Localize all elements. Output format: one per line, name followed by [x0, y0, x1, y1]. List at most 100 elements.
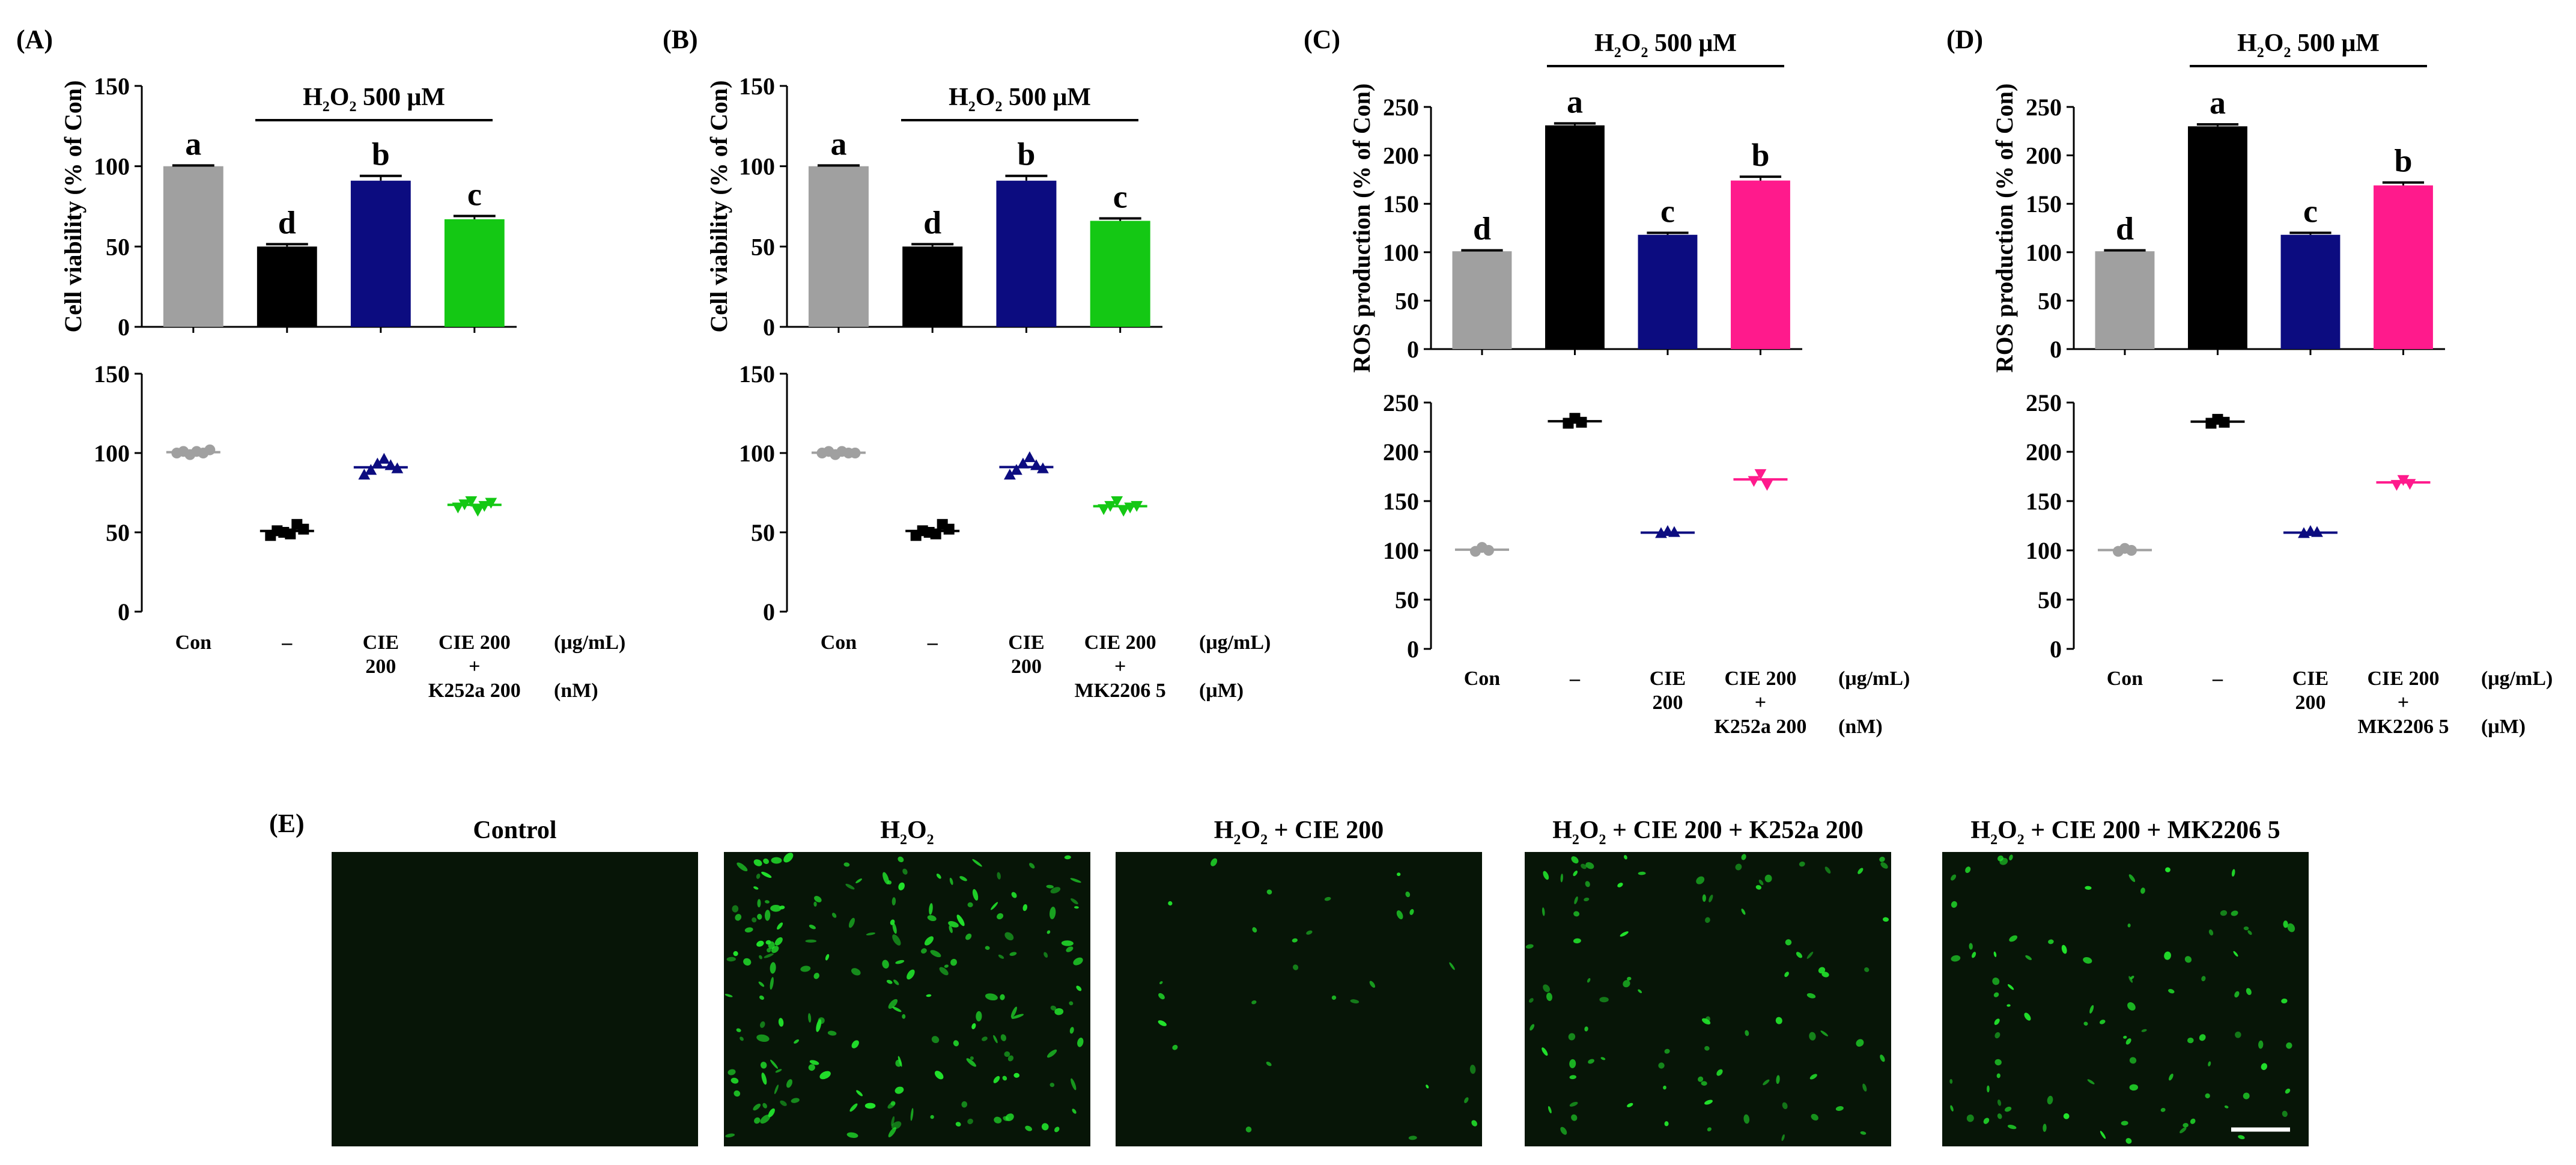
fluorescent-cell	[1994, 1018, 2000, 1025]
fluorescent-cell	[764, 953, 774, 958]
fluorescent-cell	[1741, 854, 1746, 860]
fluorescent-cell	[1806, 951, 1814, 959]
fluorescent-cell	[893, 979, 899, 985]
fluorescent-cell	[2238, 1135, 2245, 1140]
significance-letter: b	[1751, 137, 1769, 173]
bar	[444, 219, 505, 327]
bar	[2188, 126, 2247, 350]
fluorescent-cell	[939, 967, 949, 976]
fluorescent-cell	[1997, 1099, 2002, 1106]
fluorescent-cell	[2258, 1040, 2264, 1049]
formula-part: H	[2237, 29, 2257, 57]
fluorescent-cell	[2224, 1105, 2229, 1109]
formula-part: H	[1214, 817, 1234, 844]
fluorescent-cell	[1426, 1084, 1429, 1089]
fluorescent-cell	[1763, 1079, 1770, 1086]
fluorescent-cell	[1000, 994, 1005, 1000]
fluorescent-cell	[882, 960, 889, 969]
fluorescent-cell	[1543, 984, 1550, 993]
fluorescent-cell	[985, 993, 998, 1001]
significance-letter: b	[372, 136, 390, 172]
bar	[2280, 234, 2341, 349]
fluorescent-cell	[1252, 927, 1257, 933]
fluorescent-cell	[1743, 1114, 1750, 1124]
significance-letter: d	[2116, 211, 2134, 247]
scatter-y-tick-label: 0	[1407, 636, 1419, 663]
category-label: +	[469, 656, 480, 678]
fluorescent-cell	[763, 858, 769, 865]
y-tick-label: 50	[106, 233, 130, 260]
fluorescent-cell	[936, 873, 941, 879]
formula-part: 2	[323, 99, 330, 115]
fluorescent-cell	[888, 1127, 896, 1137]
fluorescent-cell	[770, 977, 774, 990]
fluorescent-cell	[759, 995, 764, 1000]
fluorescent-cell	[1950, 1105, 1954, 1112]
fluorescent-cell	[1799, 861, 1805, 867]
fluorescent-cell	[1331, 995, 1337, 1000]
fluorescent-cell	[1543, 871, 1549, 880]
category-label: 200	[1011, 656, 1042, 678]
fluorescent-cell	[813, 901, 817, 907]
fluorescent-cell	[2128, 874, 2136, 882]
fluorescent-cell	[2129, 1084, 2138, 1091]
scatter-point	[378, 452, 390, 464]
y-tick-label: 150	[1383, 190, 1419, 217]
category-label: CIE	[1008, 631, 1044, 654]
fluorescent-cell	[1716, 1069, 1723, 1076]
fluorescent-cell	[1764, 874, 1772, 883]
fluorescent-cell	[855, 878, 862, 884]
scatter-y-tick-label: 0	[118, 598, 130, 625]
fluorescent-cell	[851, 1040, 859, 1048]
fluorescent-cell	[757, 913, 762, 920]
scatter-point	[472, 505, 484, 517]
significance-letter: c	[1660, 193, 1675, 230]
fluorescent-cell	[1994, 1032, 2000, 1039]
fluorescent-cell	[774, 937, 783, 946]
fluorescent-cell	[1735, 863, 1742, 871]
formula-part: + CIE 200 + K252a 200	[1606, 817, 1864, 844]
y-tick-label: 0	[763, 314, 775, 341]
fluorescent-cell	[2087, 1079, 2095, 1084]
micrograph-title: H2O2	[880, 817, 934, 848]
formula-part: + CIE 200	[1268, 817, 1384, 844]
formula-part: O	[1579, 817, 1599, 844]
scatter-point	[365, 464, 377, 475]
fluorescent-cell	[1627, 1103, 1633, 1107]
fluorescent-cell	[972, 889, 979, 901]
fluorescent-cell	[1369, 981, 1376, 988]
fluorescent-cell	[891, 1116, 895, 1127]
scatter-point	[485, 497, 497, 509]
fluorescent-cell	[1951, 874, 1957, 881]
fluorescent-cell	[2121, 1121, 2128, 1126]
fluorescent-cell	[764, 910, 771, 921]
fluorescent-cell	[970, 1056, 974, 1060]
fluorescent-cell	[753, 1103, 761, 1111]
bar	[1638, 234, 1698, 349]
fluorescent-cell	[756, 1034, 770, 1042]
category-label: 200	[2295, 692, 2325, 714]
significance-letter: c	[1113, 179, 1128, 215]
fluorescent-cell	[1951, 901, 1957, 908]
scatter-point	[1117, 505, 1130, 517]
fluorescent-cell	[758, 981, 765, 987]
fluorescent-cell	[1573, 911, 1580, 917]
treatment-label: H2O2 500 μM	[1594, 29, 1737, 61]
fluorescent-cell	[890, 1101, 896, 1106]
fluorescent-cell	[2164, 951, 2171, 960]
panel-label: (B)	[663, 25, 698, 54]
y-axis-title: ROS production (% of Con)	[1991, 84, 2018, 373]
fluorescent-cell	[2243, 926, 2249, 931]
fluorescent-cell	[2247, 930, 2252, 935]
formula-part: H	[303, 84, 323, 111]
fluorescent-cell	[1997, 1113, 2002, 1119]
fluorescent-cell	[770, 962, 776, 974]
scatter-point	[465, 496, 478, 507]
y-tick-label: 150	[2026, 190, 2062, 217]
fluorescent-cell	[949, 877, 953, 885]
fluorescent-cell	[819, 1071, 831, 1080]
treatment-label: H2O2 500 μM	[2237, 29, 2380, 61]
fluorescent-cell	[761, 1072, 767, 1085]
fluorescent-cell	[736, 1028, 741, 1032]
formula-part: H	[1552, 817, 1572, 844]
